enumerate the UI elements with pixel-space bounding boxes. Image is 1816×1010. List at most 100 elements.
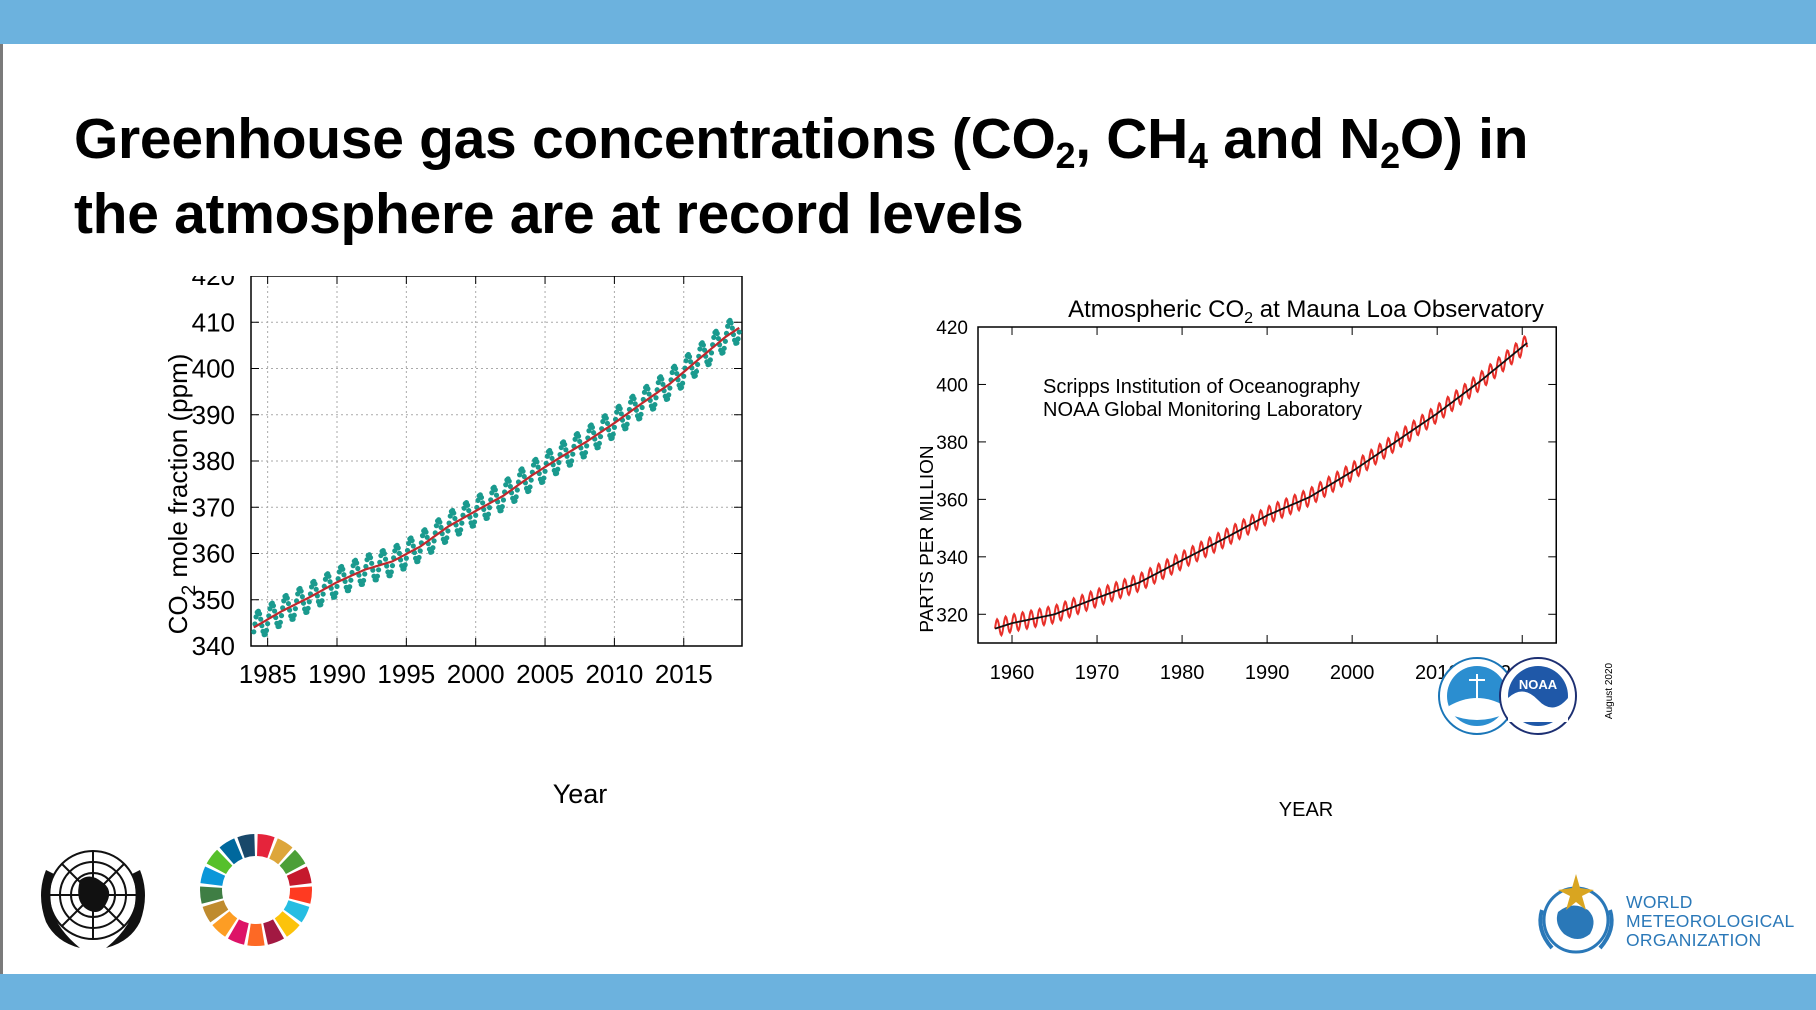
left-monthly-point [334,583,340,590]
left-monthly-point [333,590,339,596]
left-x-axis-label: Year [553,779,608,809]
left-monthly-point [402,562,408,568]
left-monthly-point [251,629,257,635]
left-y-tick-label: 380 [192,446,235,476]
co2-global-chart: 340 350 360 370 380 390 400 410 420 1985 1990 1995… [163,276,743,809]
left-y-tick-label: 340 [192,631,235,661]
left-monthly-point [262,631,268,637]
left-monthly-point [363,563,369,570]
left-monthly-point [548,450,554,456]
left-monthly-point [554,470,560,476]
sdg-wheel-segment [237,834,255,858]
left-monthly-point [306,599,312,605]
left-monthly-point [396,550,403,556]
left-monthly-point [725,323,731,329]
sdg-wheel-segment [206,849,233,874]
left-monthly-point [721,345,727,351]
left-monthly-point [451,510,457,516]
left-monthly-point [666,392,672,398]
left-monthly-point [530,462,537,468]
left-monthly-point [714,330,720,337]
left-y-tick-label: 350 [192,585,235,615]
left-monthly-point [632,401,638,407]
left-x-tick-label: 2015 [655,659,713,689]
left-monthly-point [683,358,689,364]
left-monthly-point [521,473,527,480]
left-x-tick-label: 1995 [377,659,435,689]
left-monthly-point [700,342,706,348]
left-monthly-point [431,538,437,544]
left-monthly-point [253,614,259,620]
left-monthly-point [473,512,479,518]
left-monthly-point [370,567,376,573]
left-monthly-point [313,586,319,592]
left-monthly-point [555,466,561,472]
left-monthly-point [377,559,383,565]
left-monthly-point [492,487,498,493]
left-monthly-point [674,370,680,377]
left-monthly-point [604,420,611,427]
right-y-tick-label: 400 [936,375,968,396]
left-monthly-point [679,380,686,386]
left-monthly-point [734,340,740,346]
right-y-tick-label: 340 [936,548,968,569]
left-monthly-point [291,612,297,618]
left-monthly-point [625,414,631,421]
left-monthly-point [631,396,637,402]
left-monthly-point [664,396,671,402]
left-monthly-point [678,384,685,391]
left-monthly-point [493,492,500,498]
sdg-wheel-segment [219,838,243,865]
left-monthly-point [512,498,518,504]
left-monthly-point [520,468,526,474]
left-monthly-point [470,523,476,529]
left-y-ticks: 340 350 360 370 380 390 400 410 420 [192,276,742,661]
left-monthly-point [535,464,541,470]
left-monthly-point [641,389,648,395]
left-monthly-point [263,627,270,633]
left-monthly-point [382,556,389,562]
left-monthly-point [362,571,368,577]
un-emblem-icon [41,850,145,948]
sdg-wheel-segment [257,834,275,858]
left-monthly-point [623,425,629,431]
left-monthly-point [270,603,277,609]
left-x-tick-label: 1985 [239,659,297,689]
left-monthly-point [419,533,426,539]
annotation-scripps: Scripps Institution of Oceanography [1043,376,1360,398]
left-monthly-point [701,347,708,353]
left-monthly-point [549,455,555,461]
left-monthly-point [639,404,645,411]
left-edge-rule [0,44,3,974]
left-monthly-point [514,487,520,493]
left-monthly-point [638,411,644,417]
left-monthly-point [471,519,478,525]
left-y-tick-label: 400 [192,354,235,384]
left-monthly-point [305,605,311,611]
left-monthly-point [392,548,398,554]
left-monthly-point [720,349,726,356]
left-monthly-point [326,573,332,579]
wmo-line-2: METEOROLOGICAL [1626,911,1795,931]
left-monthly-point [389,563,396,569]
left-monthly-point [686,354,693,360]
left-monthly-point [340,566,346,572]
right-y-tick-label: 320 [936,605,968,626]
left-monthly-point [715,335,722,342]
right-y-tick-label: 380 [936,433,968,454]
sdg-wheel-segment [200,866,226,886]
left-monthly-point [320,591,326,597]
left-monthly-point [498,507,504,514]
left-monthly-point [603,415,609,421]
left-monthly-point [646,391,652,397]
left-series [251,317,742,638]
left-monthly-point [590,430,597,436]
left-monthly-point [489,490,495,496]
bottom-accent-band [0,974,1816,1010]
sdg-wheel-segment [263,919,285,945]
sdg-wheel-segment [200,886,224,904]
right-y-tick-label: 420 [936,318,968,339]
left-monthly-point [429,549,435,555]
right-x-axis-label: YEAR [1279,799,1333,821]
right-x-tick-label: 1970 [1075,662,1120,684]
